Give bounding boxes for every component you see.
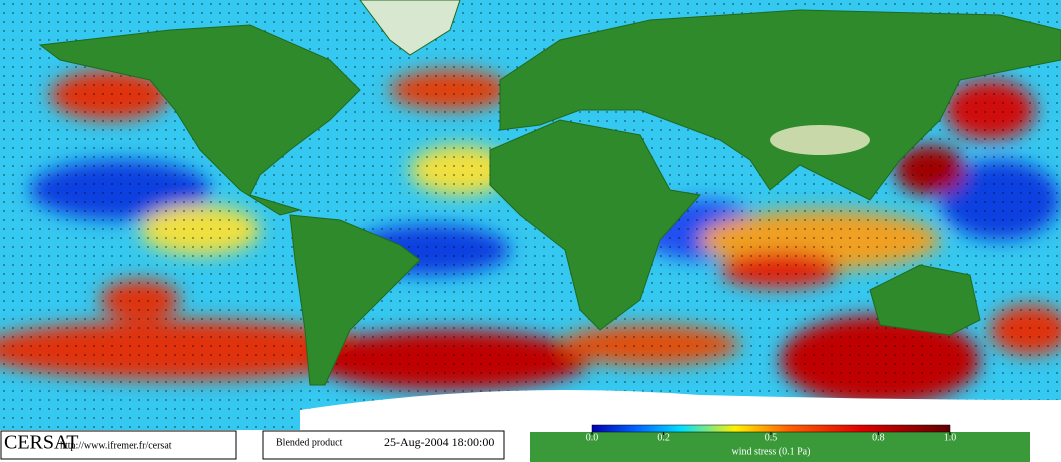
url: http://www.ifremer.fr/cersat (60, 440, 172, 451)
colorbar-tick-label: 1.0 (944, 432, 957, 443)
colorbar-tick-label: 0.2 (657, 432, 670, 443)
logo-box (0, 430, 237, 460)
logo: CERSAT (4, 432, 78, 454)
land (38, 0, 1061, 386)
product: Blended product (276, 437, 343, 448)
footer: CERSAT http://www.ifremer.fr/cersat Blen… (0, 430, 505, 460)
info-box (262, 430, 505, 460)
colorbar-ramp (591, 424, 951, 433)
colorbar: wind stress (0.1 Pa) 0.0 0.2 0.5 0.8 1.0 (586, 424, 957, 457)
colorbar-label: wind stress (0.1 Pa) (732, 446, 811, 457)
colorbar-tick-label: 0.5 (765, 432, 778, 443)
colorbar-tick-label: 0.8 (872, 432, 885, 443)
date: 25-Aug-2004 18:00:00 (384, 435, 494, 449)
antarctica (300, 390, 1061, 462)
colorbar-tick-label: 0.0 (586, 432, 599, 443)
